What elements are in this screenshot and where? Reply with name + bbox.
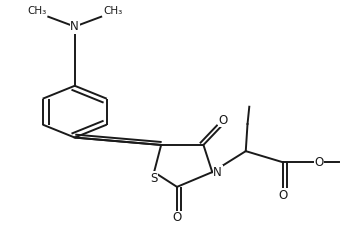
Text: S: S [150,172,158,185]
Text: O: O [314,156,324,169]
Text: N: N [70,20,79,33]
Text: O: O [218,114,228,127]
Text: CH₃: CH₃ [27,5,46,16]
Text: N: N [213,166,222,179]
Text: O: O [278,189,287,202]
Text: O: O [172,211,182,224]
Text: CH₃: CH₃ [103,5,122,16]
